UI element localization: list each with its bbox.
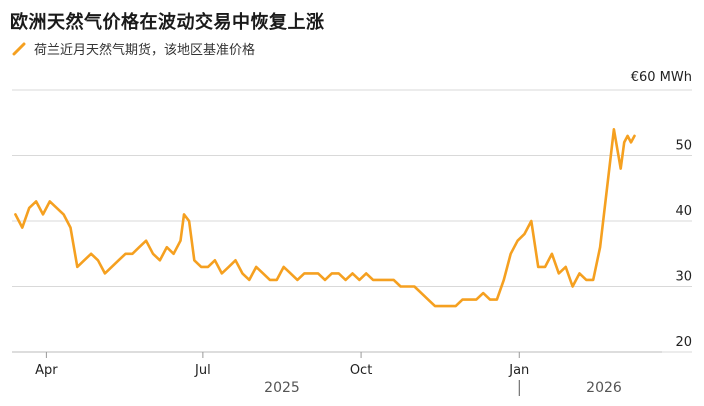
x-tick-label-Jul: Jul bbox=[194, 363, 211, 378]
y-tick-label-30: 30 bbox=[675, 270, 692, 285]
x-tick-label-Oct: Oct bbox=[350, 363, 372, 378]
series-line bbox=[14, 128, 636, 308]
legend: 荷兰近月天然气期货，该地区基准价格 bbox=[12, 39, 255, 58]
legend-swatch bbox=[12, 42, 26, 55]
y-tick-label-50: 50 bbox=[675, 139, 692, 154]
x-tick-label-Apr: Apr bbox=[35, 363, 58, 378]
year-label-2026: 2026 bbox=[586, 380, 622, 396]
year-label-2025: 2025 bbox=[264, 380, 300, 396]
y-tick-label-40: 40 bbox=[675, 204, 692, 219]
x-tick-label-Jan: Jan bbox=[508, 363, 529, 378]
y-unit-label: €60 MWh bbox=[630, 70, 692, 85]
chart-title: 欧洲天然气价格在波动交易中恢复上涨 bbox=[10, 12, 325, 33]
legend-label: 荷兰近月天然气期货，该地区基准价格 bbox=[34, 43, 256, 58]
y-tick-label-20: 20 bbox=[675, 335, 692, 350]
